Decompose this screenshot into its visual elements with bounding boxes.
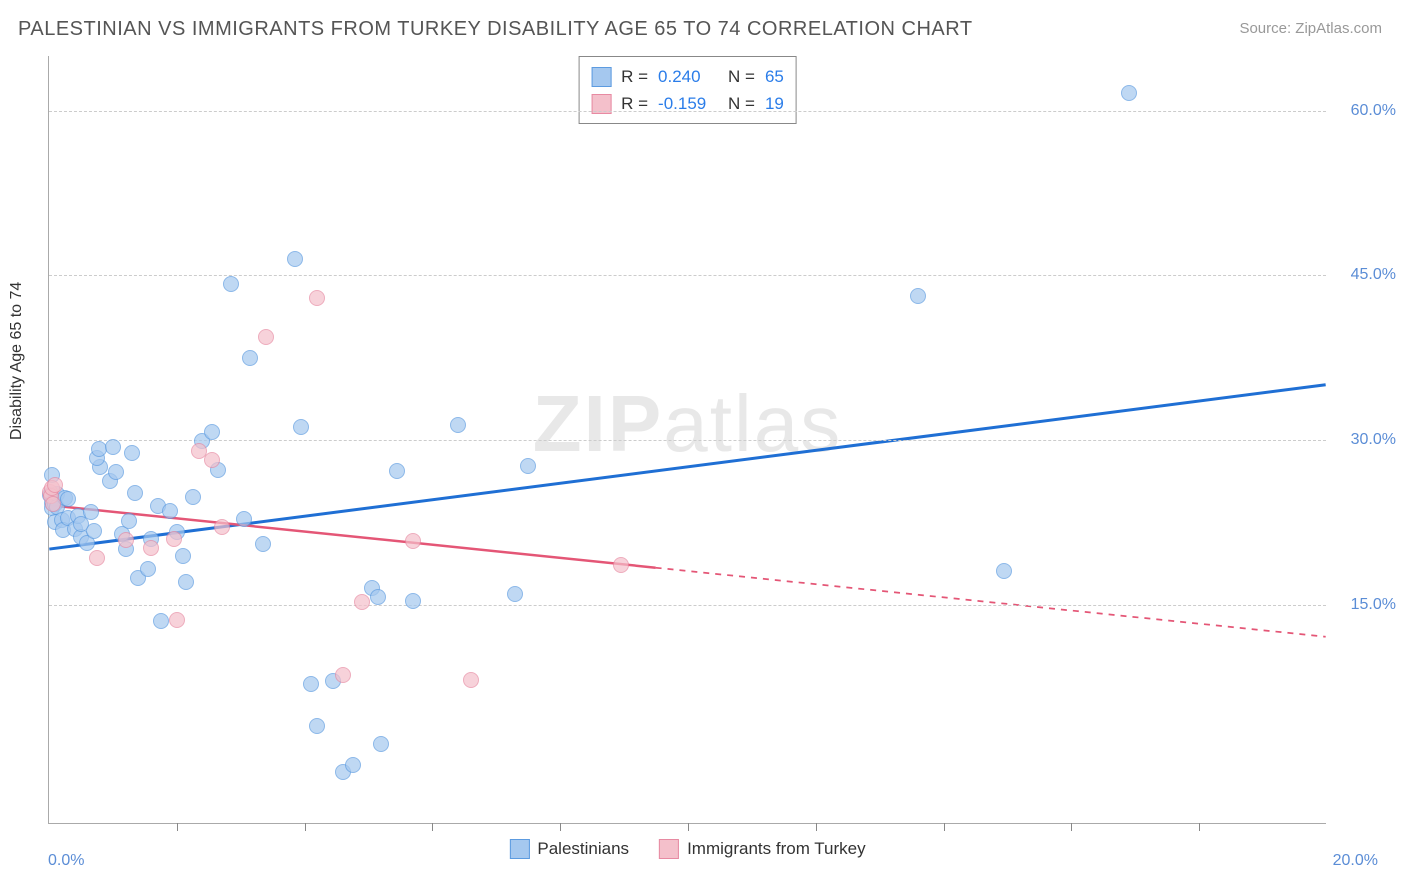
data-point-turkey — [118, 532, 134, 548]
data-point-palestinians — [105, 439, 121, 455]
watermark: ZIPatlas — [533, 378, 842, 470]
data-point-turkey — [354, 594, 370, 610]
data-point-palestinians — [303, 676, 319, 692]
series-legend-item: Palestinians — [509, 839, 629, 859]
gridline — [49, 605, 1326, 606]
data-point-palestinians — [83, 504, 99, 520]
data-point-palestinians — [242, 350, 258, 366]
x-tick — [432, 823, 433, 831]
x-axis-max-label: 20.0% — [1333, 852, 1378, 870]
data-point-palestinians — [127, 485, 143, 501]
legend-r-label: R = — [621, 63, 648, 90]
data-point-palestinians — [121, 513, 137, 529]
data-point-palestinians — [507, 586, 523, 602]
x-tick — [1199, 823, 1200, 831]
data-point-palestinians — [204, 424, 220, 440]
x-tick — [560, 823, 561, 831]
x-tick — [1071, 823, 1072, 831]
data-point-palestinians — [178, 574, 194, 590]
legend-swatch — [509, 839, 529, 859]
data-point-turkey — [204, 452, 220, 468]
data-point-turkey — [258, 329, 274, 345]
data-point-palestinians — [996, 563, 1012, 579]
legend-n-value: 65 — [765, 63, 784, 90]
data-point-palestinians — [223, 276, 239, 292]
legend-n-label: N = — [728, 63, 755, 90]
data-point-palestinians — [162, 503, 178, 519]
data-point-palestinians — [345, 757, 361, 773]
series-legend-item: Immigrants from Turkey — [659, 839, 866, 859]
data-point-turkey — [405, 533, 421, 549]
y-tick-label: 60.0% — [1351, 102, 1396, 120]
y-tick-label: 30.0% — [1351, 431, 1396, 449]
data-point-palestinians — [175, 548, 191, 564]
legend-r-value: -0.159 — [658, 90, 718, 117]
series-legend-label: Immigrants from Turkey — [687, 839, 866, 859]
data-point-palestinians — [1121, 85, 1137, 101]
data-point-palestinians — [185, 489, 201, 505]
data-point-palestinians — [373, 736, 389, 752]
data-point-turkey — [47, 477, 63, 493]
legend-r-label: R = — [621, 90, 648, 117]
data-point-palestinians — [236, 511, 252, 527]
data-point-palestinians — [287, 251, 303, 267]
chart-title: PALESTINIAN VS IMMIGRANTS FROM TURKEY DI… — [18, 18, 973, 41]
legend-n-label: N = — [728, 90, 755, 117]
x-tick — [177, 823, 178, 831]
data-point-turkey — [463, 672, 479, 688]
data-point-turkey — [214, 519, 230, 535]
data-point-palestinians — [389, 463, 405, 479]
data-point-palestinians — [370, 589, 386, 605]
y-tick-label: 15.0% — [1351, 596, 1396, 614]
watermark-zip: ZIP — [533, 379, 663, 468]
watermark-atlas: atlas — [663, 379, 842, 468]
data-point-palestinians — [140, 561, 156, 577]
trendline-turkey — [49, 505, 655, 567]
data-point-palestinians — [520, 458, 536, 474]
data-point-turkey — [45, 496, 61, 512]
legend-swatch — [591, 67, 611, 87]
data-point-palestinians — [405, 593, 421, 609]
data-point-turkey — [166, 531, 182, 547]
series-legend-label: Palestinians — [537, 839, 629, 859]
data-point-turkey — [335, 667, 351, 683]
data-point-palestinians — [153, 613, 169, 629]
x-tick — [305, 823, 306, 831]
x-tick — [688, 823, 689, 831]
plot-area: ZIPatlas R =0.240N =65R =-0.159N =19 Pal… — [48, 56, 1326, 824]
gridline — [49, 440, 1326, 441]
data-point-palestinians — [450, 417, 466, 433]
y-axis-label: Disability Age 65 to 74 — [8, 282, 26, 440]
data-point-turkey — [309, 290, 325, 306]
legend-row: R = -0.159 N = 19 — [591, 90, 784, 117]
data-point-turkey — [143, 540, 159, 556]
legend-r-value: 0.240 — [658, 63, 718, 90]
data-point-palestinians — [108, 464, 124, 480]
data-point-turkey — [169, 612, 185, 628]
gridline — [49, 275, 1326, 276]
data-point-turkey — [89, 550, 105, 566]
y-tick-label: 45.0% — [1351, 266, 1396, 284]
legend-row: R = 0.240 N = 65 — [591, 63, 784, 90]
legend-n-value: 19 — [765, 90, 784, 117]
data-point-palestinians — [255, 536, 271, 552]
data-point-palestinians — [910, 288, 926, 304]
x-tick — [816, 823, 817, 831]
x-axis-min-label: 0.0% — [48, 852, 84, 870]
trendline-dashed-turkey — [656, 568, 1326, 637]
data-point-palestinians — [309, 718, 325, 734]
data-point-turkey — [613, 557, 629, 573]
legend-swatch — [659, 839, 679, 859]
gridline — [49, 111, 1326, 112]
data-point-palestinians — [60, 491, 76, 507]
correlation-legend: R = 0.240 N = 65 R = -0.159 N = 19 — [578, 56, 797, 124]
x-tick — [944, 823, 945, 831]
data-point-palestinians — [124, 445, 140, 461]
data-point-palestinians — [293, 419, 309, 435]
source-attribution: Source: ZipAtlas.com — [1239, 20, 1382, 37]
series-legend: Palestinians Immigrants from Turkey — [509, 839, 865, 859]
data-point-palestinians — [86, 523, 102, 539]
